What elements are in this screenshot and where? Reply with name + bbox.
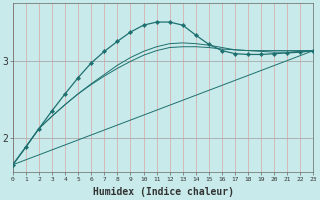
X-axis label: Humidex (Indice chaleur): Humidex (Indice chaleur) <box>93 187 234 197</box>
